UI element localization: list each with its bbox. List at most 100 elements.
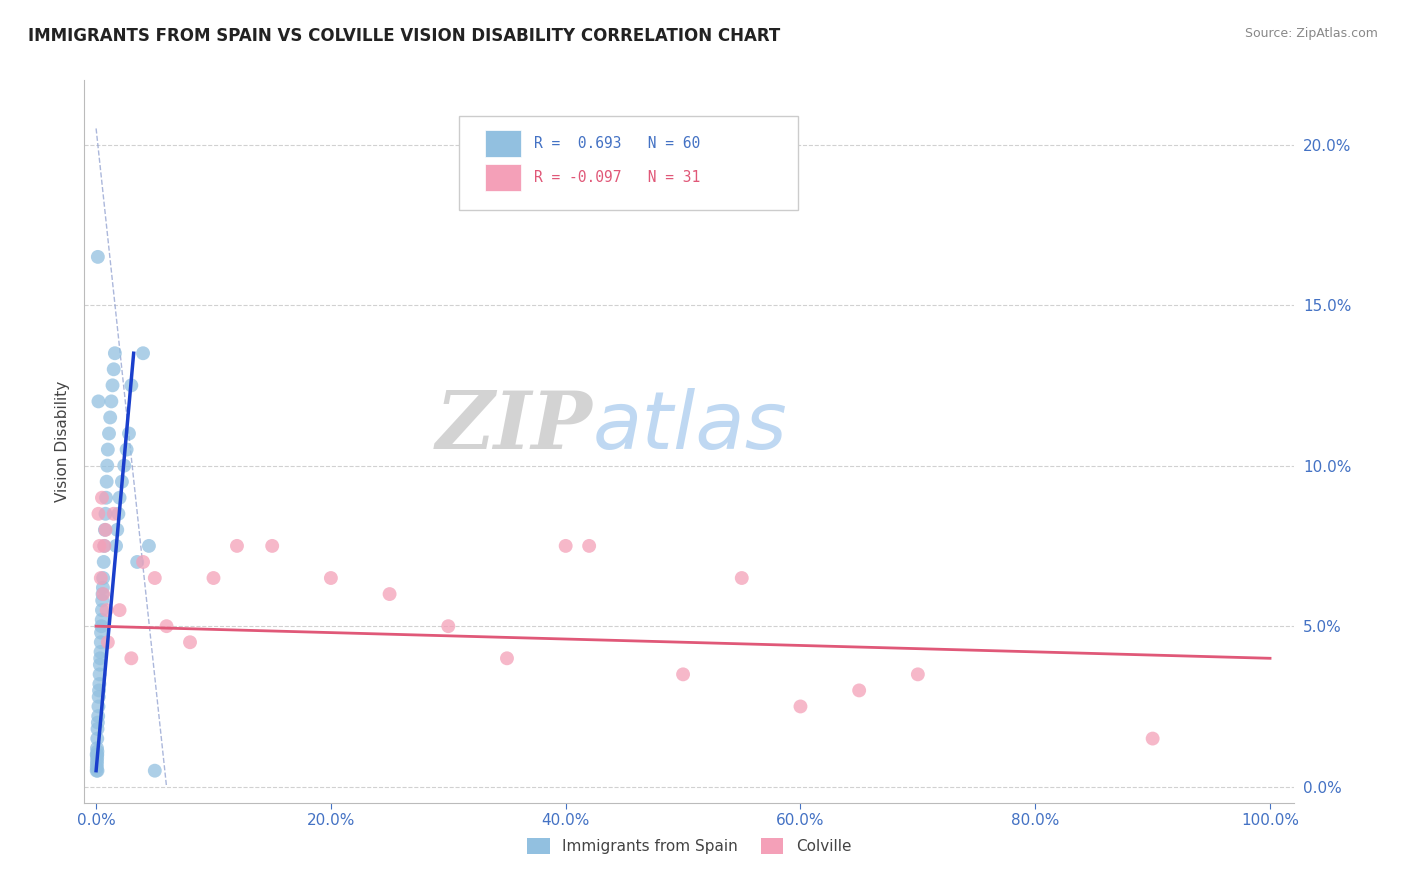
Point — [105, 523, 128, 537]
Point — [90, 613, 112, 627]
Point — [90, 619, 112, 633]
Text: ZIP: ZIP — [436, 388, 592, 466]
Point — [107, 507, 129, 521]
Point — [86, 764, 108, 778]
Point — [98, 426, 121, 441]
Point — [202, 571, 225, 585]
Point — [554, 539, 576, 553]
Point — [118, 426, 141, 441]
Point — [89, 651, 111, 665]
Point — [86, 747, 108, 762]
Point — [86, 722, 108, 736]
Point — [496, 651, 519, 665]
Point — [94, 523, 117, 537]
Point — [91, 603, 114, 617]
Point — [86, 744, 108, 758]
Point — [90, 625, 112, 640]
Point — [87, 715, 110, 730]
Point — [155, 619, 177, 633]
Point — [90, 571, 112, 585]
Point — [96, 458, 118, 473]
Point — [98, 410, 121, 425]
Point — [848, 683, 870, 698]
Point — [86, 731, 108, 746]
Point — [87, 683, 110, 698]
Point — [94, 507, 117, 521]
Point — [437, 619, 460, 633]
Point — [127, 555, 149, 569]
Point — [89, 667, 111, 681]
Point — [93, 539, 115, 553]
Point — [91, 587, 114, 601]
Point — [226, 539, 249, 553]
Point — [672, 667, 695, 681]
Point — [96, 603, 118, 617]
Point — [91, 571, 114, 585]
Point — [91, 587, 114, 601]
Text: atlas: atlas — [592, 388, 787, 467]
Text: R =  0.693   N = 60: R = 0.693 N = 60 — [534, 136, 700, 151]
Point — [97, 442, 120, 457]
Point — [105, 539, 128, 553]
Y-axis label: Vision Disability: Vision Disability — [55, 381, 70, 502]
Point — [115, 442, 138, 457]
Point — [89, 657, 111, 672]
Text: IMMIGRANTS FROM SPAIN VS COLVILLE VISION DISABILITY CORRELATION CHART: IMMIGRANTS FROM SPAIN VS COLVILLE VISION… — [28, 27, 780, 45]
Point — [907, 667, 929, 681]
Point — [120, 378, 142, 392]
Point — [103, 507, 125, 521]
Point — [132, 346, 155, 360]
Point — [138, 539, 160, 553]
Point — [101, 378, 124, 392]
Point — [179, 635, 201, 649]
Point — [108, 603, 131, 617]
Point — [100, 394, 122, 409]
Point — [91, 593, 114, 607]
Point — [86, 751, 108, 765]
Point — [93, 539, 115, 553]
Point — [378, 587, 401, 601]
Point — [90, 645, 112, 659]
FancyBboxPatch shape — [485, 164, 520, 191]
Point — [89, 539, 111, 553]
Point — [87, 709, 110, 723]
Point — [91, 491, 114, 505]
Point — [132, 555, 155, 569]
Point — [731, 571, 754, 585]
Point — [87, 394, 110, 409]
Point — [319, 571, 342, 585]
Text: Source: ZipAtlas.com: Source: ZipAtlas.com — [1244, 27, 1378, 40]
Point — [262, 539, 284, 553]
Point — [112, 458, 135, 473]
FancyBboxPatch shape — [460, 117, 797, 211]
Point — [90, 635, 112, 649]
Point — [104, 346, 127, 360]
Point — [103, 362, 125, 376]
Point — [94, 523, 117, 537]
Point — [89, 677, 111, 691]
Point — [94, 491, 117, 505]
Point — [97, 635, 120, 649]
Point — [86, 764, 108, 778]
Point — [143, 571, 166, 585]
Point — [86, 757, 108, 772]
Point — [91, 581, 114, 595]
Point — [120, 651, 142, 665]
FancyBboxPatch shape — [485, 130, 520, 157]
Point — [789, 699, 811, 714]
Point — [86, 760, 108, 774]
Point — [1142, 731, 1164, 746]
Point — [108, 491, 131, 505]
Point — [87, 507, 110, 521]
Point — [86, 754, 108, 768]
Point — [143, 764, 166, 778]
Point — [96, 475, 118, 489]
Point — [578, 539, 600, 553]
Point — [111, 475, 134, 489]
Point — [87, 250, 110, 264]
Point — [93, 555, 115, 569]
Point — [87, 690, 110, 704]
Text: R = -0.097   N = 31: R = -0.097 N = 31 — [534, 170, 700, 186]
Point — [86, 741, 108, 756]
Point — [87, 699, 110, 714]
